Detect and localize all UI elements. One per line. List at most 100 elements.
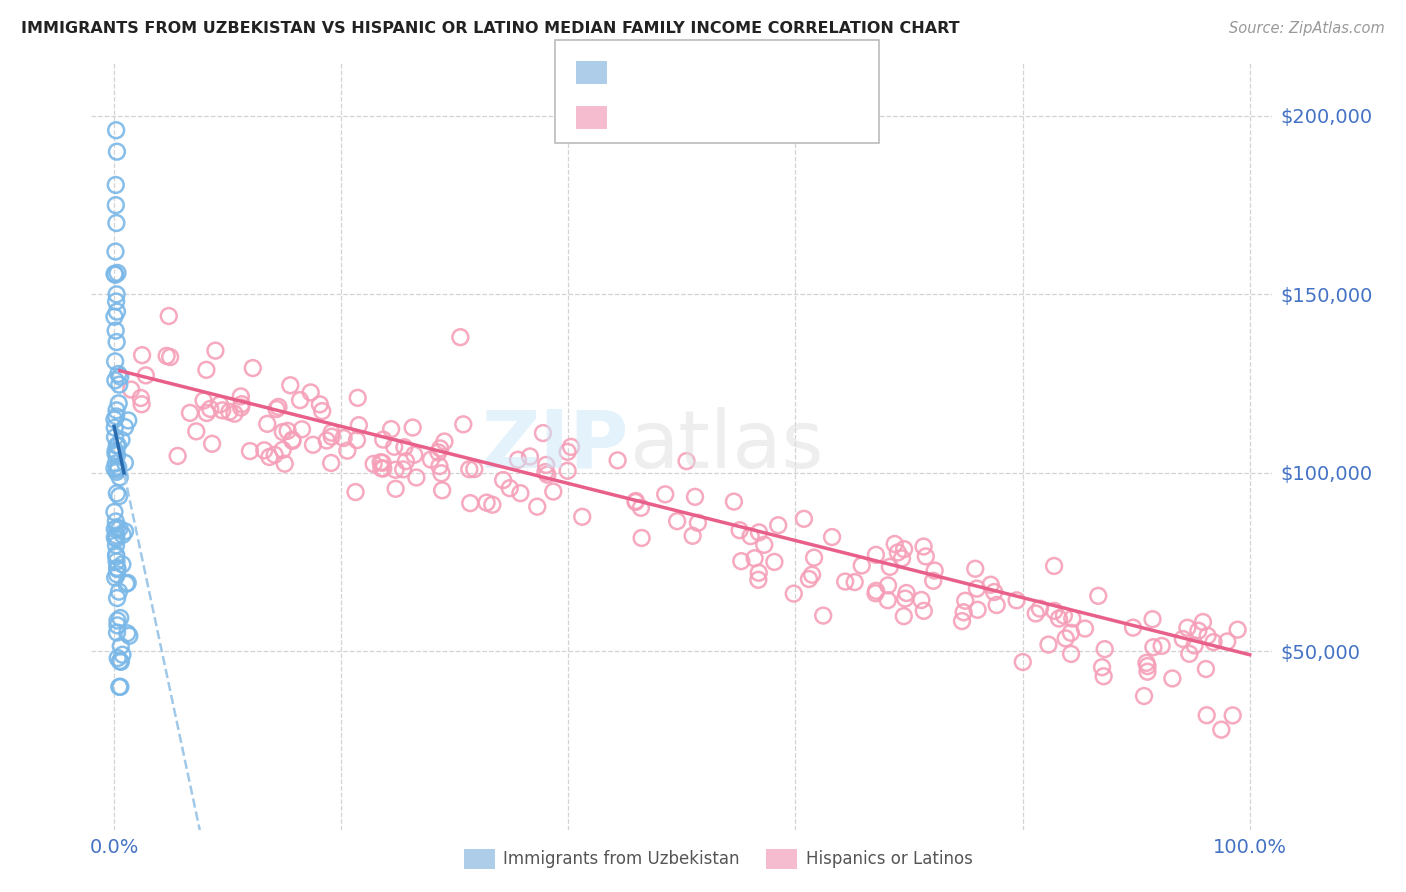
Point bbox=[107, 651, 129, 665]
Point bbox=[526, 500, 548, 514]
Point bbox=[120, 383, 142, 397]
Point bbox=[1197, 629, 1219, 643]
Point bbox=[105, 548, 128, 562]
Point bbox=[654, 487, 676, 501]
Point bbox=[104, 354, 127, 368]
Point bbox=[107, 614, 129, 628]
Point bbox=[1094, 642, 1116, 657]
Point bbox=[373, 461, 395, 475]
Point bbox=[952, 605, 974, 619]
Point bbox=[429, 459, 451, 474]
Point bbox=[104, 430, 127, 444]
Point bbox=[104, 178, 127, 192]
Point bbox=[506, 452, 529, 467]
Point bbox=[111, 648, 134, 662]
Point bbox=[256, 417, 278, 431]
Point bbox=[475, 495, 498, 509]
Point bbox=[103, 461, 125, 475]
Point bbox=[1171, 632, 1194, 646]
Point bbox=[740, 529, 762, 543]
Point bbox=[763, 555, 786, 569]
Point bbox=[876, 593, 898, 607]
Point bbox=[107, 396, 129, 410]
Point bbox=[108, 654, 131, 668]
Point bbox=[986, 598, 1008, 612]
Point bbox=[1005, 593, 1028, 607]
Point bbox=[419, 452, 441, 467]
Point bbox=[105, 294, 128, 309]
Point bbox=[747, 573, 769, 587]
Point bbox=[344, 485, 367, 500]
Point bbox=[105, 567, 128, 582]
Point bbox=[104, 443, 127, 458]
Point bbox=[1043, 604, 1066, 618]
Point bbox=[104, 531, 127, 545]
Point bbox=[114, 420, 136, 434]
Point bbox=[105, 439, 128, 453]
Point bbox=[321, 430, 343, 444]
Point bbox=[242, 361, 264, 376]
Point bbox=[1142, 612, 1164, 626]
Point bbox=[231, 397, 253, 411]
Point bbox=[887, 545, 910, 559]
Point bbox=[914, 549, 936, 564]
Point bbox=[302, 438, 325, 452]
Point bbox=[117, 413, 139, 427]
Point bbox=[108, 680, 131, 694]
Point bbox=[1226, 623, 1249, 637]
Point bbox=[531, 426, 554, 441]
Point bbox=[1029, 601, 1052, 615]
Point bbox=[370, 455, 392, 469]
Point bbox=[108, 470, 131, 484]
Point bbox=[1192, 615, 1215, 629]
Text: 79: 79 bbox=[770, 63, 803, 81]
Point bbox=[893, 609, 915, 624]
Point bbox=[723, 494, 745, 508]
Point bbox=[107, 266, 129, 280]
Point bbox=[107, 562, 129, 576]
Point bbox=[200, 401, 222, 416]
Point bbox=[105, 216, 128, 230]
Point bbox=[534, 458, 557, 472]
Point bbox=[108, 489, 131, 503]
Point bbox=[159, 350, 181, 364]
Point bbox=[224, 407, 246, 421]
Point bbox=[1142, 640, 1164, 655]
Point bbox=[204, 343, 226, 358]
Point bbox=[347, 418, 370, 433]
Point bbox=[1136, 659, 1159, 673]
Point bbox=[896, 586, 918, 600]
Point bbox=[1074, 622, 1097, 636]
Point bbox=[1047, 611, 1070, 625]
Point bbox=[430, 483, 453, 498]
Point bbox=[321, 456, 343, 470]
Point bbox=[104, 324, 127, 338]
Point bbox=[104, 373, 127, 387]
Point bbox=[492, 473, 515, 487]
Point bbox=[955, 594, 977, 608]
Point bbox=[675, 454, 697, 468]
Point bbox=[891, 551, 914, 566]
Point bbox=[666, 514, 689, 528]
Point bbox=[1038, 638, 1060, 652]
Point bbox=[373, 433, 395, 447]
Point bbox=[744, 551, 766, 566]
Point bbox=[630, 500, 652, 515]
Text: R =: R = bbox=[619, 109, 662, 127]
Text: -0.200: -0.200 bbox=[664, 63, 728, 81]
Point bbox=[1216, 634, 1239, 648]
Point bbox=[114, 456, 136, 470]
Point bbox=[107, 618, 129, 632]
Point bbox=[983, 585, 1005, 599]
Point bbox=[108, 377, 131, 392]
Point bbox=[1161, 672, 1184, 686]
Point bbox=[271, 425, 294, 439]
Point bbox=[110, 655, 132, 669]
Point bbox=[865, 583, 887, 598]
Point bbox=[336, 443, 359, 458]
Point bbox=[201, 437, 224, 451]
Point bbox=[1177, 621, 1199, 635]
Point bbox=[332, 431, 354, 445]
Point bbox=[865, 586, 887, 600]
Point bbox=[571, 509, 593, 524]
